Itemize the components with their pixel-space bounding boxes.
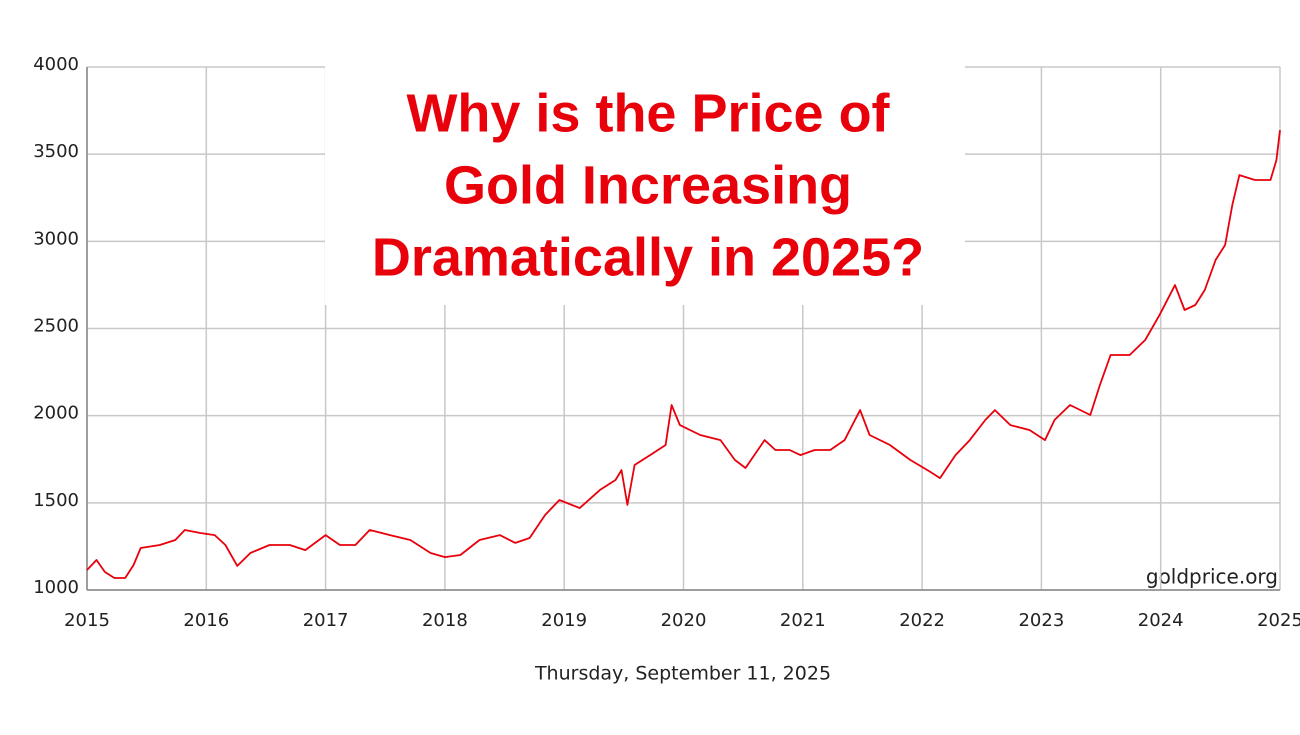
x-tick-label: 2015 bbox=[64, 610, 110, 631]
chart-title: Gold Increasing bbox=[444, 155, 852, 215]
y-tick-label: 1000 bbox=[33, 577, 79, 598]
x-tick-label: 2020 bbox=[661, 610, 707, 631]
y-tick-label: 1500 bbox=[33, 490, 79, 511]
chart-title: Why is the Price of bbox=[406, 83, 890, 143]
chart-subtitle: Thursday, September 11, 2025 bbox=[534, 663, 831, 685]
x-tick-label: 2022 bbox=[899, 610, 945, 631]
x-tick-label: 2021 bbox=[780, 610, 826, 631]
x-tick-label: 2018 bbox=[422, 610, 468, 631]
watermark: goldprice.org bbox=[1146, 565, 1278, 589]
y-tick-label: 3000 bbox=[33, 228, 79, 249]
chart-title: Dramatically in 2025? bbox=[372, 227, 924, 287]
x-tick-label: 2025 bbox=[1257, 610, 1300, 631]
x-tick-label: 2016 bbox=[183, 610, 229, 631]
title-box bbox=[325, 60, 965, 305]
x-tick-label: 2024 bbox=[1138, 610, 1184, 631]
price-line bbox=[86, 129, 1281, 579]
y-tick-label: 2000 bbox=[33, 403, 79, 424]
x-tick-label: 2017 bbox=[303, 610, 349, 631]
y-tick-label: 4000 bbox=[33, 54, 79, 75]
x-tick-label: 2023 bbox=[1018, 610, 1064, 631]
x-tick-label: 2019 bbox=[541, 610, 587, 631]
y-tick-label: 3500 bbox=[33, 141, 79, 162]
y-tick-label: 2500 bbox=[33, 316, 79, 337]
